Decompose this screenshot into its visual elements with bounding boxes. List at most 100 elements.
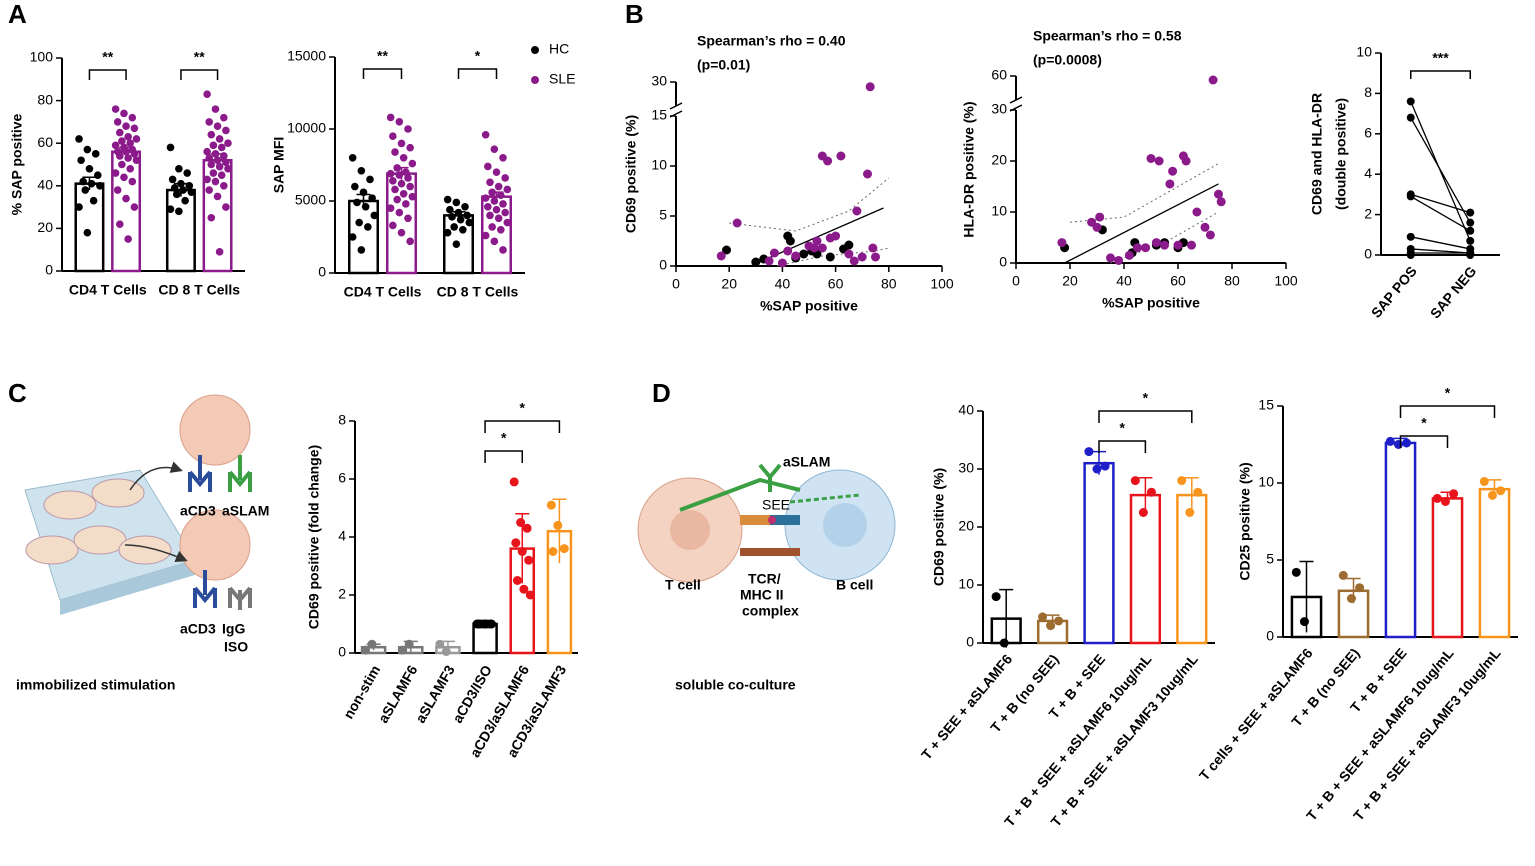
data-point	[499, 154, 507, 162]
data-point	[863, 169, 873, 179]
mhc	[770, 515, 800, 525]
data-point	[481, 231, 490, 240]
data-point	[1168, 166, 1178, 176]
data-point	[370, 211, 379, 220]
significance-bracket	[1098, 440, 1147, 453]
significance-label: *	[1445, 385, 1451, 401]
data-point	[461, 202, 469, 211]
data-point	[783, 246, 793, 256]
data-point	[509, 477, 519, 487]
data-point	[785, 236, 795, 246]
data-point	[217, 171, 226, 179]
data-point	[122, 194, 130, 203]
data-point	[1192, 207, 1202, 217]
data-point	[1046, 621, 1056, 631]
y-tick-label: 15000	[287, 48, 326, 64]
data-point	[220, 152, 228, 160]
data-point	[548, 547, 558, 556]
y-tick-label: 20	[958, 518, 974, 534]
data-point	[1200, 222, 1210, 232]
data-point	[1114, 255, 1124, 265]
x-tick-label: 80	[881, 276, 897, 292]
y-tick-label: 30	[991, 101, 1007, 117]
x-tick-label: SAP POS	[1368, 263, 1420, 321]
data-point	[459, 226, 467, 234]
data-point	[999, 638, 1009, 648]
data-point	[823, 156, 833, 166]
y-axis-label: CD25 positive (%)	[1237, 462, 1253, 580]
data-point	[386, 169, 395, 178]
data-point	[209, 169, 218, 177]
data-point	[183, 169, 192, 177]
data-point	[213, 192, 222, 201]
data-point	[389, 177, 397, 185]
data-point	[130, 124, 139, 133]
pair-line	[1410, 195, 1471, 232]
data-point	[1406, 97, 1415, 106]
well-plate-side	[60, 560, 195, 615]
y-tick-label: 2	[1364, 205, 1372, 221]
confidence-band	[729, 177, 890, 232]
data-point	[126, 164, 135, 173]
data-point	[79, 177, 87, 186]
data-point	[1216, 197, 1226, 207]
data-point	[115, 220, 124, 228]
data-point	[497, 226, 505, 234]
data-point	[1406, 232, 1415, 241]
x-tick-label: 80	[1224, 273, 1240, 289]
y-axis-label: % SAP positive	[9, 113, 25, 215]
data-point	[83, 145, 92, 154]
data-point	[203, 90, 211, 99]
well	[43, 490, 97, 520]
antibody	[188, 455, 212, 492]
y-tick-label: 6	[338, 470, 346, 486]
data-point	[452, 240, 461, 248]
x-tick-label: 20	[1062, 273, 1078, 289]
data-point	[389, 132, 397, 140]
significance-label: *	[520, 400, 526, 416]
data-point	[395, 171, 404, 179]
tcr	[740, 515, 770, 525]
data-point	[115, 152, 124, 160]
y-tick-label: 40	[958, 402, 974, 418]
data-point	[87, 179, 96, 188]
x-tick-label: 20	[721, 276, 737, 292]
data-point	[1181, 156, 1191, 166]
data-point	[463, 211, 471, 220]
data-point	[215, 162, 224, 171]
data-point	[1151, 238, 1161, 248]
data-point	[213, 156, 222, 165]
data-point	[490, 237, 499, 246]
data-point	[1496, 486, 1506, 496]
x-tick-label: 0	[1012, 273, 1020, 289]
data-point	[402, 200, 410, 208]
pair-line	[1410, 236, 1471, 250]
arrow	[129, 461, 183, 491]
data-point	[77, 156, 85, 165]
data-point	[91, 150, 100, 158]
y-tick-label: 15	[1258, 397, 1274, 413]
data-point	[488, 223, 496, 231]
x-tick-label: SAP NEG	[1427, 263, 1480, 321]
data-point	[452, 198, 461, 207]
data-point	[364, 223, 372, 231]
antibody	[758, 463, 782, 492]
data-point	[166, 143, 175, 152]
y-axis-label: SAP MFI	[271, 137, 287, 194]
data-point	[1141, 243, 1151, 253]
data-point	[512, 576, 522, 585]
data-point	[844, 249, 854, 259]
y-tick-label: 0	[999, 254, 1007, 270]
data-point	[120, 173, 128, 182]
data-point	[1173, 240, 1183, 250]
diagram-label: MHC II	[740, 587, 784, 603]
pair-line	[1410, 248, 1471, 254]
data-point	[348, 154, 357, 162]
data-point	[484, 162, 492, 171]
data-point	[386, 204, 395, 212]
data-point	[722, 245, 732, 255]
well	[118, 535, 172, 565]
y-tick-label: 30	[651, 73, 667, 89]
data-point	[170, 184, 179, 192]
x-tick-label: CD 8 T Cells	[158, 282, 240, 298]
